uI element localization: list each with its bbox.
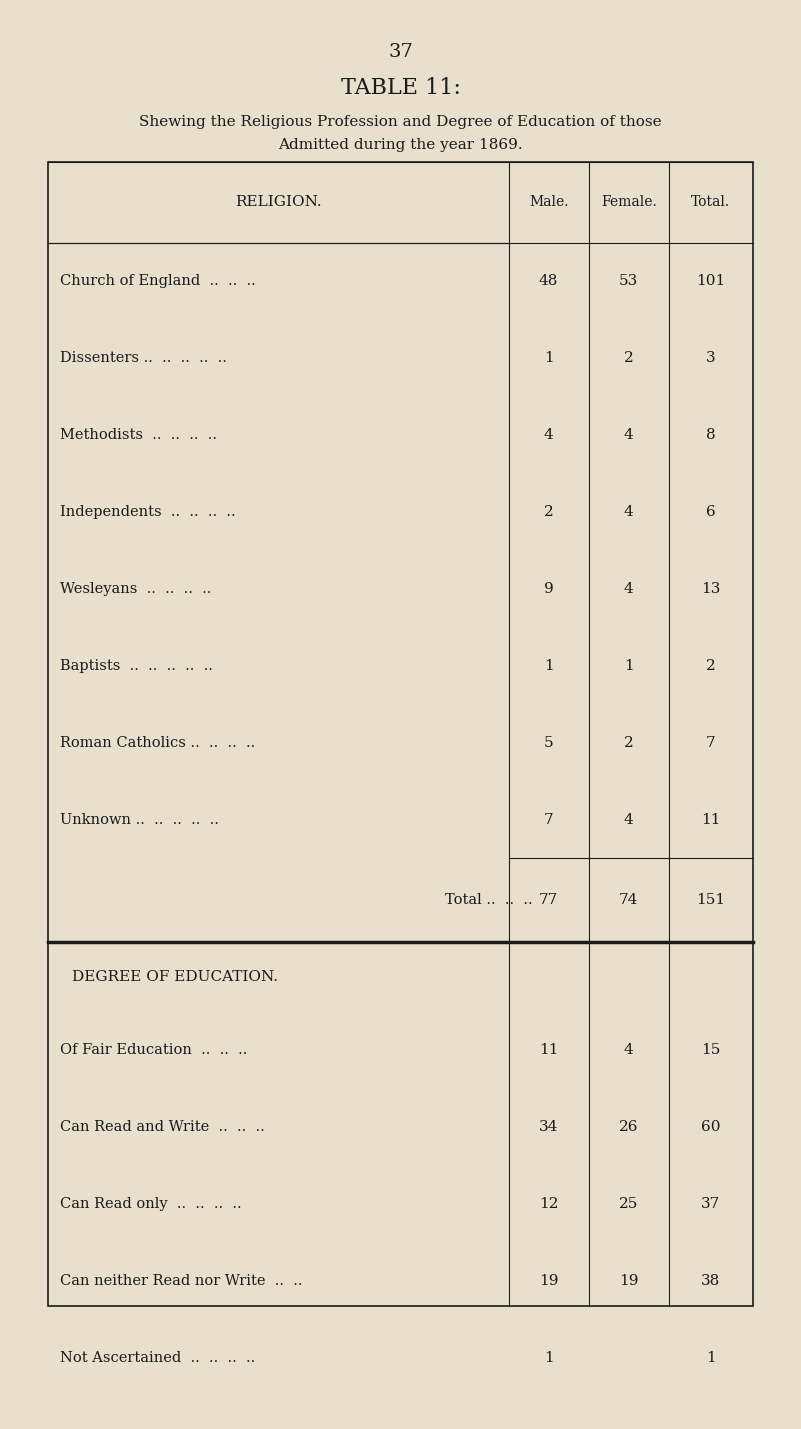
Text: 38: 38 — [701, 1275, 721, 1288]
Text: Unknown ..  ..  ..  ..  ..: Unknown .. .. .. .. .. — [60, 813, 219, 827]
Text: 12: 12 — [539, 1198, 558, 1212]
Text: 4: 4 — [624, 429, 634, 442]
Text: 4: 4 — [624, 813, 634, 827]
Text: Male.: Male. — [529, 196, 569, 210]
Text: 25: 25 — [619, 1198, 638, 1212]
Text: 37: 37 — [388, 43, 413, 61]
Text: Not Ascertained  ..  ..  ..  ..: Not Ascertained .. .. .. .. — [60, 1352, 256, 1365]
Text: 26: 26 — [619, 1120, 638, 1135]
Text: 7: 7 — [706, 736, 716, 750]
Text: 9: 9 — [544, 582, 553, 596]
Text: Shewing the Religious Profession and Degree of Education of those: Shewing the Religious Profession and Deg… — [139, 114, 662, 129]
Text: 34: 34 — [539, 1120, 558, 1135]
Text: Wesleyans  ..  ..  ..  ..: Wesleyans .. .. .. .. — [60, 582, 211, 596]
Text: 15: 15 — [701, 1043, 721, 1057]
Text: Baptists  ..  ..  ..  ..  ..: Baptists .. .. .. .. .. — [60, 659, 213, 673]
Text: 11: 11 — [701, 813, 721, 827]
Text: Of Fair Education  ..  ..  ..: Of Fair Education .. .. .. — [60, 1043, 248, 1057]
Text: 4: 4 — [624, 1043, 634, 1057]
Text: 3: 3 — [706, 352, 716, 366]
Text: 11: 11 — [539, 1043, 558, 1057]
Text: 6: 6 — [706, 504, 716, 519]
Text: Church of England  ..  ..  ..: Church of England .. .. .. — [60, 274, 256, 289]
Text: 7: 7 — [544, 813, 553, 827]
Text: Methodists  ..  ..  ..  ..: Methodists .. .. .. .. — [60, 429, 217, 442]
Text: Total ..  ..  ..: Total .. .. .. — [445, 893, 532, 907]
Text: TABLE 11:: TABLE 11: — [340, 77, 461, 99]
Text: 151: 151 — [696, 893, 726, 907]
Text: 1: 1 — [706, 1352, 716, 1365]
Text: 60: 60 — [701, 1120, 721, 1135]
Text: 1: 1 — [544, 659, 553, 673]
Text: Total.: Total. — [691, 196, 731, 210]
Text: 4: 4 — [624, 582, 634, 596]
Text: 2: 2 — [706, 659, 716, 673]
Text: 19: 19 — [619, 1275, 638, 1288]
Text: 77: 77 — [539, 893, 558, 907]
Text: 53: 53 — [619, 274, 638, 289]
Text: Can Read and Write  ..  ..  ..: Can Read and Write .. .. .. — [60, 1120, 265, 1135]
Text: 2: 2 — [624, 736, 634, 750]
Text: 19: 19 — [539, 1275, 558, 1288]
Text: 101: 101 — [696, 274, 726, 289]
Text: Can neither Read nor Write  ..  ..: Can neither Read nor Write .. .. — [60, 1275, 303, 1288]
Text: Female.: Female. — [601, 196, 657, 210]
Text: Roman Catholics ..  ..  ..  ..: Roman Catholics .. .. .. .. — [60, 736, 256, 750]
Text: 1: 1 — [544, 352, 553, 366]
Text: Can Read only  ..  ..  ..  ..: Can Read only .. .. .. .. — [60, 1198, 242, 1212]
Text: 4: 4 — [624, 504, 634, 519]
Text: 74: 74 — [619, 893, 638, 907]
Text: 37: 37 — [701, 1198, 721, 1212]
Text: DEGREE OF EDUCATION.: DEGREE OF EDUCATION. — [72, 970, 278, 985]
Text: 8: 8 — [706, 429, 716, 442]
Text: 13: 13 — [701, 582, 721, 596]
Text: 2: 2 — [624, 352, 634, 366]
Text: Independents  ..  ..  ..  ..: Independents .. .. .. .. — [60, 504, 235, 519]
Text: Admitted during the year 1869.: Admitted during the year 1869. — [278, 137, 523, 151]
Text: Dissenters ..  ..  ..  ..  ..: Dissenters .. .. .. .. .. — [60, 352, 227, 366]
Text: 48: 48 — [539, 274, 558, 289]
Text: 1: 1 — [544, 1352, 553, 1365]
Text: 1: 1 — [624, 659, 634, 673]
Text: 4: 4 — [544, 429, 553, 442]
Text: RELIGION.: RELIGION. — [235, 196, 322, 210]
Text: 2: 2 — [544, 504, 553, 519]
Text: 5: 5 — [544, 736, 553, 750]
